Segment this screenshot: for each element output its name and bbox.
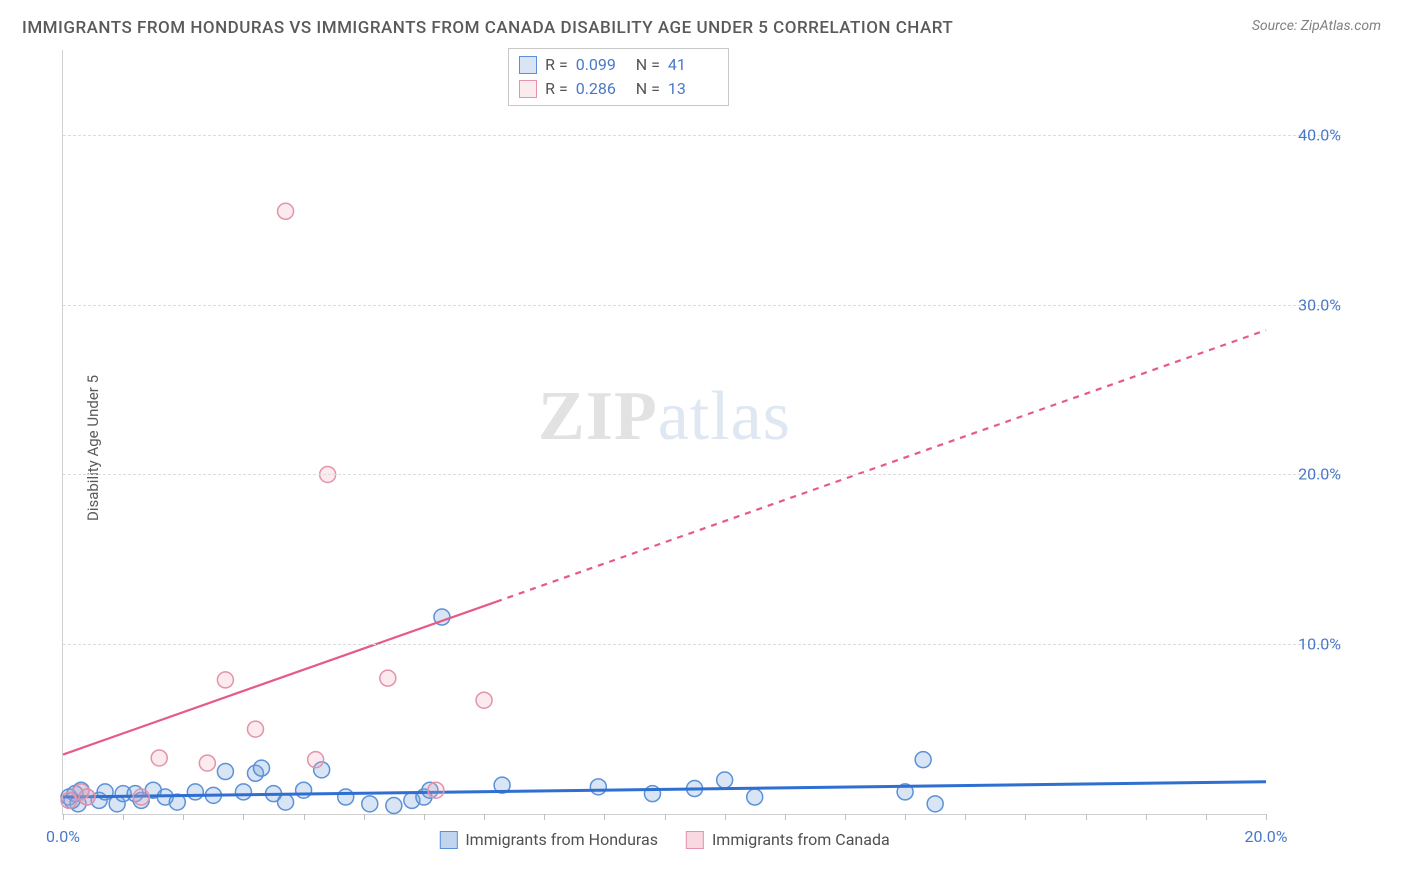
legend-n-value: 41	[668, 53, 716, 77]
legend-r-value: 0.099	[576, 53, 624, 77]
legend-stats-row: R = 0.286 N = 13	[519, 77, 716, 101]
legend-r-label: R =	[545, 77, 568, 101]
legend-item: Immigrants from Canada	[686, 830, 890, 849]
legend-swatch	[519, 80, 537, 98]
x-tick	[424, 814, 425, 820]
scatter-point	[590, 779, 606, 795]
x-tick	[304, 814, 305, 820]
scatter-point	[927, 796, 943, 812]
trend-line-dashed	[496, 330, 1266, 602]
scatter-point	[386, 798, 402, 814]
legend-swatch	[439, 831, 457, 849]
trend-line	[63, 602, 496, 755]
x-tick	[484, 814, 485, 820]
scatter-point	[338, 789, 354, 805]
x-tick	[183, 814, 184, 820]
y-tick-label: 20.0%	[1271, 465, 1341, 484]
x-tick-label: 20.0%	[1245, 827, 1288, 846]
scatter-point	[151, 750, 167, 766]
legend-n-label: N =	[632, 53, 660, 77]
x-tick	[1025, 814, 1026, 820]
scatter-point	[217, 764, 233, 780]
scatter-point	[133, 789, 149, 805]
chart-container: Disability Age Under 5 ZIPatlas R =0.099…	[50, 45, 1341, 850]
legend-item: Immigrants from Honduras	[439, 830, 658, 849]
legend-label: Immigrants from Honduras	[465, 830, 658, 849]
x-tick	[123, 814, 124, 820]
legend-r-label: R =	[545, 53, 568, 77]
gridline	[63, 474, 1341, 475]
gridline	[63, 135, 1341, 136]
x-tick	[1146, 814, 1147, 820]
scatter-point	[253, 760, 269, 776]
y-tick-label: 30.0%	[1271, 295, 1341, 314]
legend-stats-row: R = 0.099 N = 41	[519, 53, 716, 77]
x-tick	[1266, 814, 1267, 820]
x-tick	[604, 814, 605, 820]
scatter-point	[296, 782, 312, 798]
x-tick	[364, 814, 365, 820]
scatter-point	[476, 692, 492, 708]
x-tick	[243, 814, 244, 820]
x-tick	[965, 814, 966, 820]
scatter-point	[747, 789, 763, 805]
scatter-point	[278, 794, 294, 810]
x-tick	[544, 814, 545, 820]
scatter-point	[199, 755, 215, 771]
legend-n-label: N =	[632, 77, 660, 101]
chart-title: IMMIGRANTS FROM HONDURAS VS IMMIGRANTS F…	[22, 18, 953, 38]
x-tick	[63, 814, 64, 820]
x-tick	[905, 814, 906, 820]
scatter-point	[278, 203, 294, 219]
chart-source: Source: ZipAtlas.com	[1252, 18, 1381, 34]
scatter-point	[717, 772, 733, 788]
y-tick-label: 40.0%	[1271, 125, 1341, 144]
scatter-point	[308, 752, 324, 768]
legend-n-value: 13	[668, 77, 716, 101]
legend-swatch	[519, 56, 537, 74]
scatter-point	[247, 721, 263, 737]
chart-svg	[63, 50, 1266, 814]
x-tick	[725, 814, 726, 820]
x-tick	[845, 814, 846, 820]
legend-swatch	[686, 831, 704, 849]
scatter-point	[217, 672, 233, 688]
plot-area: ZIPatlas R =0.099 N =41R =0.286 N =13 Im…	[62, 50, 1266, 815]
gridline	[63, 644, 1341, 645]
legend-stats-box: R = 0.099 N = 41 R = 0.286 N = 13	[508, 48, 729, 106]
scatter-point	[428, 782, 444, 798]
scatter-point	[187, 784, 203, 800]
scatter-point	[380, 670, 396, 686]
scatter-point	[362, 796, 378, 812]
y-tick-label: 10.0%	[1271, 635, 1341, 654]
x-tick	[1206, 814, 1207, 820]
scatter-point	[915, 752, 931, 768]
x-tick-label: 0.0%	[46, 827, 80, 846]
gridline	[63, 305, 1341, 306]
scatter-point	[235, 784, 251, 800]
x-tick	[1086, 814, 1087, 820]
legend-bottom: Immigrants from Honduras Immigrants from …	[439, 830, 889, 849]
legend-r-value: 0.286	[576, 77, 624, 101]
scatter-point	[79, 789, 95, 805]
legend-label: Immigrants from Canada	[712, 830, 890, 849]
x-tick	[785, 814, 786, 820]
x-tick	[665, 814, 666, 820]
